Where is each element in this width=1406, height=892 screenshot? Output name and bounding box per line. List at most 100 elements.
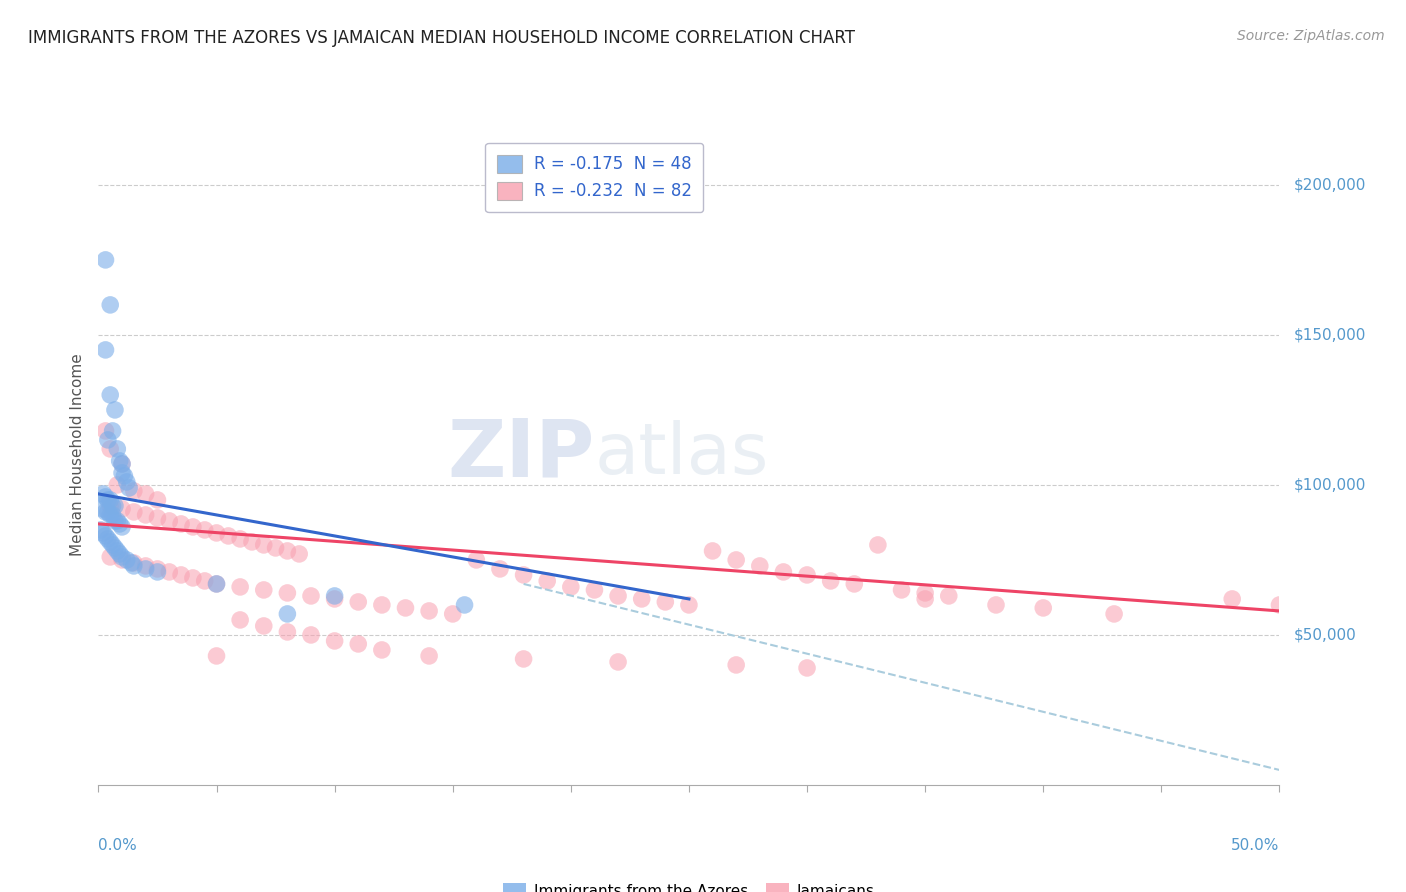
Point <box>418 604 440 618</box>
Point <box>122 558 145 573</box>
Point <box>97 433 120 447</box>
Point <box>371 598 394 612</box>
Point <box>94 343 117 357</box>
Point <box>938 589 960 603</box>
Point <box>465 553 488 567</box>
Point <box>583 582 606 597</box>
Legend: R = -0.175  N = 48, R = -0.232  N = 82: R = -0.175 N = 48, R = -0.232 N = 82 <box>485 143 703 212</box>
Point <box>654 595 676 609</box>
Point <box>105 544 128 558</box>
Point <box>796 568 818 582</box>
Point <box>323 589 346 603</box>
Point <box>157 514 180 528</box>
Point <box>194 574 217 588</box>
Point <box>94 529 117 543</box>
Point <box>276 607 298 621</box>
Point <box>104 514 127 528</box>
Point <box>253 582 276 597</box>
Point <box>105 442 128 456</box>
Point <box>91 502 114 516</box>
Point <box>796 661 818 675</box>
Point <box>371 643 394 657</box>
Point <box>91 487 114 501</box>
Point <box>105 478 128 492</box>
Point <box>453 598 475 612</box>
Point <box>914 586 936 600</box>
Point <box>205 577 228 591</box>
Point <box>111 466 134 480</box>
Point <box>146 562 169 576</box>
Point <box>489 562 512 576</box>
Point <box>98 492 121 507</box>
Point <box>115 475 138 489</box>
Point <box>560 580 582 594</box>
Point <box>94 424 117 438</box>
Point <box>111 457 134 471</box>
Point <box>108 547 131 561</box>
Text: atlas: atlas <box>595 420 769 490</box>
Point <box>394 601 416 615</box>
Text: $100,000: $100,000 <box>1294 477 1365 492</box>
Text: $50,000: $50,000 <box>1294 627 1357 642</box>
Point <box>678 598 700 612</box>
Point <box>1220 591 1243 606</box>
Point <box>97 505 120 519</box>
Point <box>240 535 263 549</box>
Point <box>772 565 794 579</box>
Point <box>98 549 121 564</box>
Point <box>347 595 370 609</box>
Point <box>101 538 124 552</box>
Point <box>725 553 748 567</box>
Point <box>299 628 322 642</box>
Point <box>702 544 724 558</box>
Point <box>118 481 141 495</box>
Point <box>1268 598 1291 612</box>
Y-axis label: Median Household Income: Median Household Income <box>70 353 86 557</box>
Text: $200,000: $200,000 <box>1294 178 1365 193</box>
Point <box>276 544 298 558</box>
Point <box>101 424 124 438</box>
Point <box>170 516 193 531</box>
Point <box>104 499 127 513</box>
Point <box>111 457 134 471</box>
Point <box>90 523 112 537</box>
Point <box>105 514 128 528</box>
Point <box>111 520 134 534</box>
Point <box>607 589 630 603</box>
Point <box>98 442 121 456</box>
Point <box>135 558 157 573</box>
Point <box>1102 607 1125 621</box>
Point <box>98 298 121 312</box>
Text: Source: ZipAtlas.com: Source: ZipAtlas.com <box>1237 29 1385 43</box>
Point <box>536 574 558 588</box>
Point <box>181 571 204 585</box>
Point <box>890 582 912 597</box>
Point <box>323 634 346 648</box>
Point <box>512 568 534 582</box>
Point <box>170 568 193 582</box>
Point <box>98 508 121 522</box>
Point <box>276 624 298 639</box>
Point <box>101 499 124 513</box>
Point <box>97 532 120 546</box>
Point <box>135 562 157 576</box>
Point <box>607 655 630 669</box>
Point <box>108 454 131 468</box>
Point <box>914 591 936 606</box>
Point <box>111 502 134 516</box>
Point <box>229 532 252 546</box>
Point <box>630 591 652 606</box>
Point <box>94 490 117 504</box>
Point <box>104 541 127 555</box>
Point <box>91 525 114 540</box>
Point <box>299 589 322 603</box>
Point <box>108 516 131 531</box>
Point <box>194 523 217 537</box>
Point <box>725 657 748 672</box>
Point <box>122 505 145 519</box>
Point <box>323 591 346 606</box>
Point <box>217 529 239 543</box>
Point <box>253 538 276 552</box>
Point <box>98 535 121 549</box>
Point <box>844 577 866 591</box>
